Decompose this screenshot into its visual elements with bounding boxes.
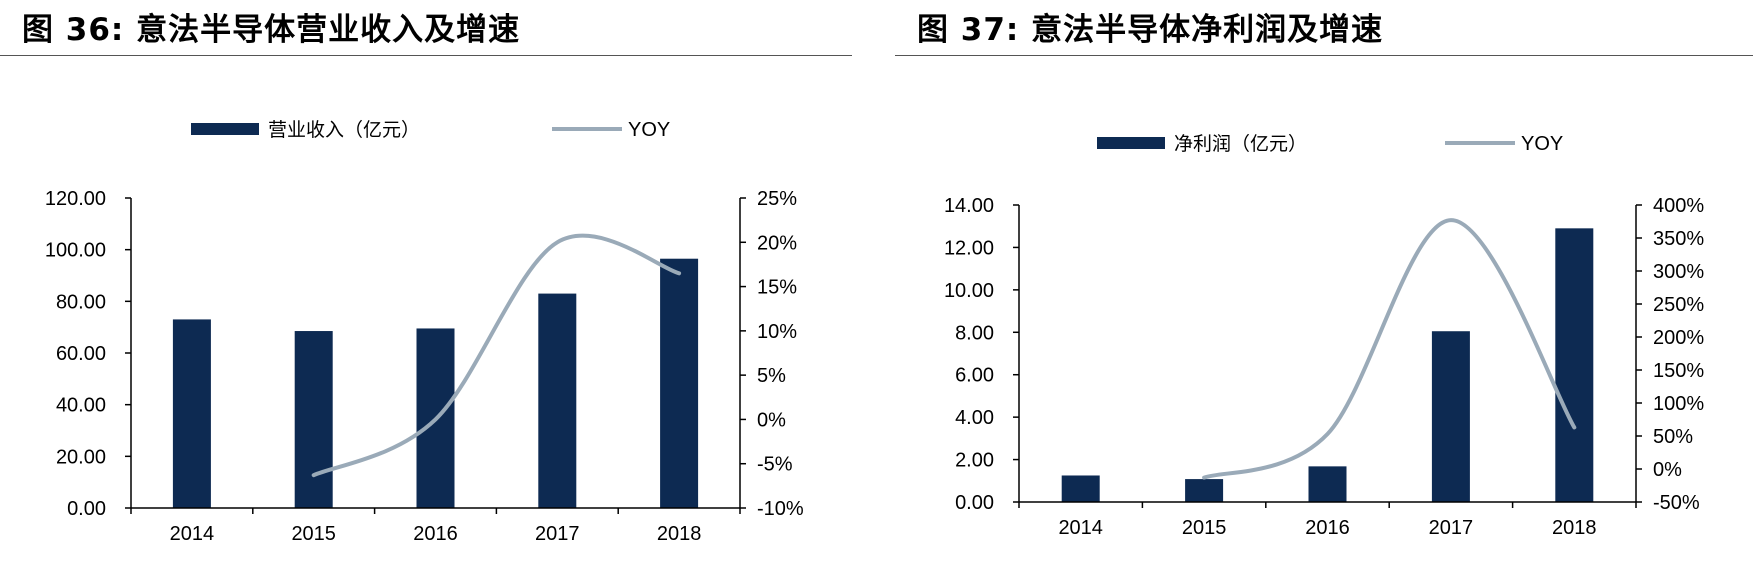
y-right-tick-label: 400%: [1653, 195, 1704, 217]
y-left-tick-label: 20.00: [56, 446, 106, 468]
x-tick-label: 2014: [1058, 517, 1103, 539]
y-right-tick-label: 50%: [1653, 426, 1693, 448]
x-tick-label: 2015: [291, 523, 336, 545]
bar-2015: [294, 331, 333, 508]
x-tick-label: 2016: [413, 523, 458, 545]
legend-label-line: YOY: [628, 119, 670, 141]
x-tick-label: 2017: [535, 523, 580, 545]
y-right-tick-label: 20%: [757, 232, 797, 254]
y-right-tick-label: -50%: [1653, 492, 1700, 514]
x-tick-label: 2016: [1305, 517, 1350, 539]
bar-2017: [538, 293, 577, 508]
x-tick-label: 2014: [170, 523, 215, 545]
legend-label-bar: 净利润（亿元）: [1174, 133, 1307, 155]
y-left-tick-label: 100.00: [45, 240, 106, 262]
x-tick-label: 2018: [1552, 517, 1597, 539]
legend-label-line: YOY: [1521, 133, 1563, 155]
y-right-tick-label: -5%: [757, 454, 793, 476]
x-tick-label: 2018: [657, 523, 702, 545]
bar-2014: [172, 319, 211, 508]
bar-2014: [1061, 475, 1100, 502]
y-left-tick-label: 0.00: [955, 492, 994, 514]
y-right-tick-label: -10%: [757, 498, 804, 520]
y-right-tick-label: 200%: [1653, 327, 1704, 349]
y-right-tick-label: 10%: [757, 321, 797, 343]
bar-2016: [1308, 466, 1347, 502]
figure-title: 图 36: 意法半导体营业收入及增速: [22, 12, 521, 48]
y-right-tick-label: 250%: [1653, 294, 1704, 316]
legend-swatch-bar: [1097, 137, 1165, 149]
y-left-tick-label: 2.00: [955, 450, 994, 472]
figure-title: 图 37: 意法半导体净利润及增速: [917, 12, 1384, 48]
legend-swatch-bar: [191, 123, 259, 135]
y-left-tick-label: 0.00: [67, 498, 106, 520]
y-right-tick-label: 15%: [757, 277, 797, 299]
legend-label-bar: 营业收入（亿元）: [268, 119, 420, 141]
yoy-line: [1202, 218, 1577, 480]
bar-2017: [1431, 331, 1470, 502]
y-right-tick-label: 5%: [757, 365, 786, 387]
title-divider: [895, 55, 1753, 56]
y-left-tick-label: 80.00: [56, 291, 106, 313]
y-right-tick-label: 150%: [1653, 360, 1704, 382]
y-left-tick-label: 14.00: [944, 195, 994, 217]
yoy-line: [311, 233, 682, 478]
y-left-tick-label: 60.00: [56, 343, 106, 365]
chart-panel-revenue: 图 36: 意法半导体营业收入及增速 营业收入（亿元） YOY 0.00 20.00 4…: [0, 0, 860, 584]
y-left-tick-label: 8.00: [955, 322, 994, 344]
y-right-tick-label: 0%: [1653, 459, 1682, 481]
y-left-tick-label: 6.00: [955, 365, 994, 387]
bar-2018: [1555, 228, 1594, 503]
y-right-tick-label: 350%: [1653, 228, 1704, 250]
y-left-tick-label: 40.00: [56, 395, 106, 417]
y-right-tick-label: 100%: [1653, 393, 1704, 415]
y-left-tick-label: 10.00: [944, 280, 994, 302]
bar-2018: [660, 258, 699, 508]
y-left-tick-label: 12.00: [944, 237, 994, 259]
y-left-tick-label: 4.00: [955, 407, 994, 429]
chart-panel-profit: 图 37: 意法半导体净利润及增速 净利润（亿元） YOY 0.00 2.00 4.00…: [895, 0, 1760, 584]
x-tick-label: 2015: [1182, 517, 1227, 539]
x-tick-label: 2017: [1429, 517, 1474, 539]
title-divider: [0, 55, 852, 56]
revenue-chart-svg: 营业收入（亿元） YOY 0.00 20.00 40.00 60.00 80.00 100.0…: [45, 119, 804, 545]
profit-chart-svg: 净利润（亿元） YOY 0.00 2.00 4.00 6.00 8.00 10.00 12.00…: [944, 133, 1704, 539]
y-right-tick-label: 300%: [1653, 261, 1704, 283]
y-right-tick-label: 0%: [757, 409, 786, 431]
y-left-tick-label: 120.00: [45, 188, 106, 210]
y-right-tick-label: 25%: [757, 188, 797, 210]
bar-2015: [1185, 479, 1224, 502]
